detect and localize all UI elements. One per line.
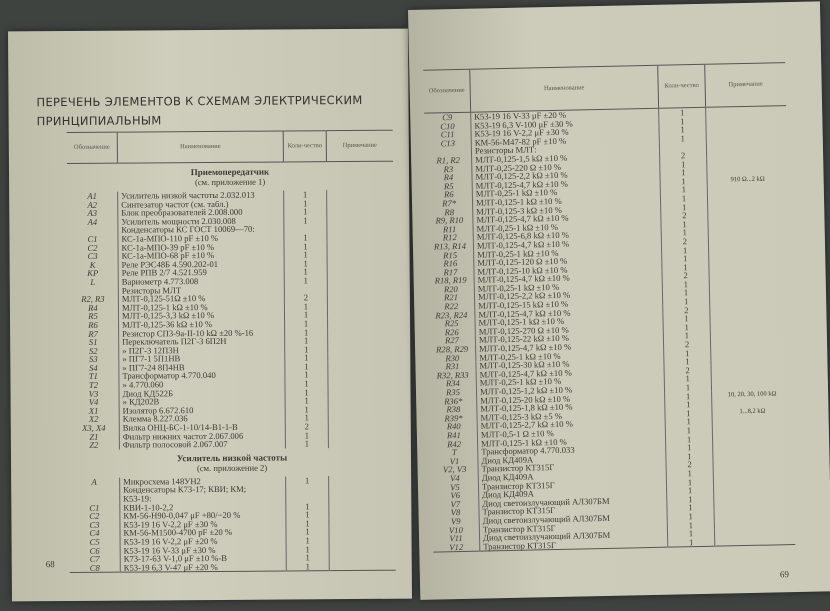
header-note: Примечание	[704, 62, 787, 108]
section-subtitle: (см. приложение 1)	[194, 176, 266, 188]
cell-note	[714, 535, 796, 547]
cell-qty: 1	[667, 537, 715, 548]
cell-designation: A4	[87, 216, 98, 227]
page-number: 69	[779, 569, 790, 580]
cell-qty: 1	[283, 215, 327, 225]
cell-name: К53-19 6,3 V-47 μF ±20 %	[120, 562, 287, 573]
table-row: C8 К53-19 6,3 V-47 μF ±20 % 1	[70, 561, 396, 573]
cell-designation: C8	[89, 562, 100, 573]
section-header: Усилитель низкой частоты (см. приложение …	[69, 448, 395, 478]
cell-designation	[69, 486, 120, 495]
cell-qty: 1	[286, 561, 330, 572]
cell-qty	[285, 484, 329, 494]
cell-qty: 1	[285, 439, 329, 449]
table-header: Обозначение Наименование Коли-чество При…	[66, 130, 393, 164]
table-header: Обозначение Наименование Коли-чество При…	[423, 62, 787, 114]
section-header: Приемопередатчик (см. приложение 1)	[67, 161, 393, 192]
cell-designation: A	[91, 476, 97, 487]
section-heading: Приемопередатчик (см. приложение 1)	[67, 161, 393, 192]
section-heading: Усилитель низкой частоты (см. приложение …	[69, 448, 395, 478]
header-qty: Коли-чество	[657, 64, 706, 109]
cell-designation: L	[90, 276, 96, 287]
cell-qty: 1	[284, 275, 328, 285]
cell-designation: V12	[449, 541, 464, 552]
elements-table-right: Обозначение Наименование Коли-чество При…	[423, 62, 796, 553]
section-subtitle: (см. приложение 2)	[196, 462, 268, 473]
cell-note	[329, 561, 396, 572]
header-name: Наименование	[117, 130, 284, 164]
page-number: 68	[45, 559, 55, 570]
right-page: Обозначение Наименование Коли-чество При…	[408, 1, 830, 600]
page-title: ПЕРЕЧЕНЬ ЭЛЕМЕНТОВ К СХЕМАМ ЭЛЕКТРИЧЕСКИ…	[36, 92, 363, 129]
left-page: ПЕРЕЧЕНЬ ЭЛЕМЕНТОВ К СХЕМАМ ЭЛЕКТРИЧЕСКИ…	[8, 28, 412, 602]
header-designation: Обозначение	[66, 132, 118, 164]
cell-qty: 1	[285, 475, 329, 485]
header-designation: Обозначение	[423, 69, 471, 114]
header-note: Примечание	[326, 130, 393, 162]
header-name: Наименование	[469, 65, 659, 113]
header-qty: Коли-чество	[283, 130, 327, 162]
elements-table-left: Обозначение Наименование Коли-чество При…	[66, 129, 396, 574]
cell-designation: Z2	[89, 440, 99, 451]
